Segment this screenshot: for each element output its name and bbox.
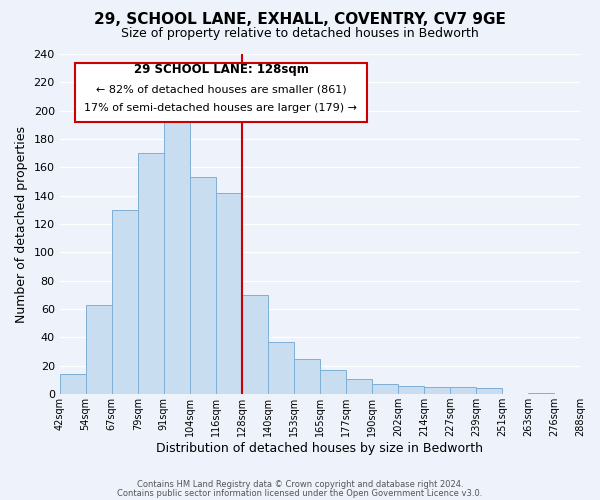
X-axis label: Distribution of detached houses by size in Bedworth: Distribution of detached houses by size … [157, 442, 484, 455]
Bar [372, 384, 398, 394]
Bar [242, 295, 268, 394]
Bar [268, 342, 294, 394]
Text: Contains public sector information licensed under the Open Government Licence v3: Contains public sector information licen… [118, 488, 482, 498]
Bar [346, 378, 372, 394]
Bar [138, 153, 164, 394]
Bar [112, 210, 138, 394]
Bar [476, 388, 502, 394]
Text: 29 SCHOOL LANE: 128sqm: 29 SCHOOL LANE: 128sqm [134, 63, 308, 76]
Bar [216, 193, 242, 394]
Bar [450, 387, 476, 394]
Bar [424, 387, 450, 394]
Bar [398, 386, 424, 394]
Text: 29, SCHOOL LANE, EXHALL, COVENTRY, CV7 9GE: 29, SCHOOL LANE, EXHALL, COVENTRY, CV7 9… [94, 12, 506, 28]
Text: Contains HM Land Registry data © Crown copyright and database right 2024.: Contains HM Land Registry data © Crown c… [137, 480, 463, 489]
Bar [190, 178, 216, 394]
Bar [320, 370, 346, 394]
Bar [164, 110, 190, 394]
FancyBboxPatch shape [75, 62, 367, 122]
Y-axis label: Number of detached properties: Number of detached properties [15, 126, 28, 322]
Bar [59, 374, 86, 394]
Bar [528, 392, 554, 394]
Text: Size of property relative to detached houses in Bedworth: Size of property relative to detached ho… [121, 28, 479, 40]
Bar [86, 305, 112, 394]
Bar [294, 358, 320, 394]
Text: 17% of semi-detached houses are larger (179) →: 17% of semi-detached houses are larger (… [85, 104, 358, 114]
Text: ← 82% of detached houses are smaller (861): ← 82% of detached houses are smaller (86… [95, 84, 346, 94]
